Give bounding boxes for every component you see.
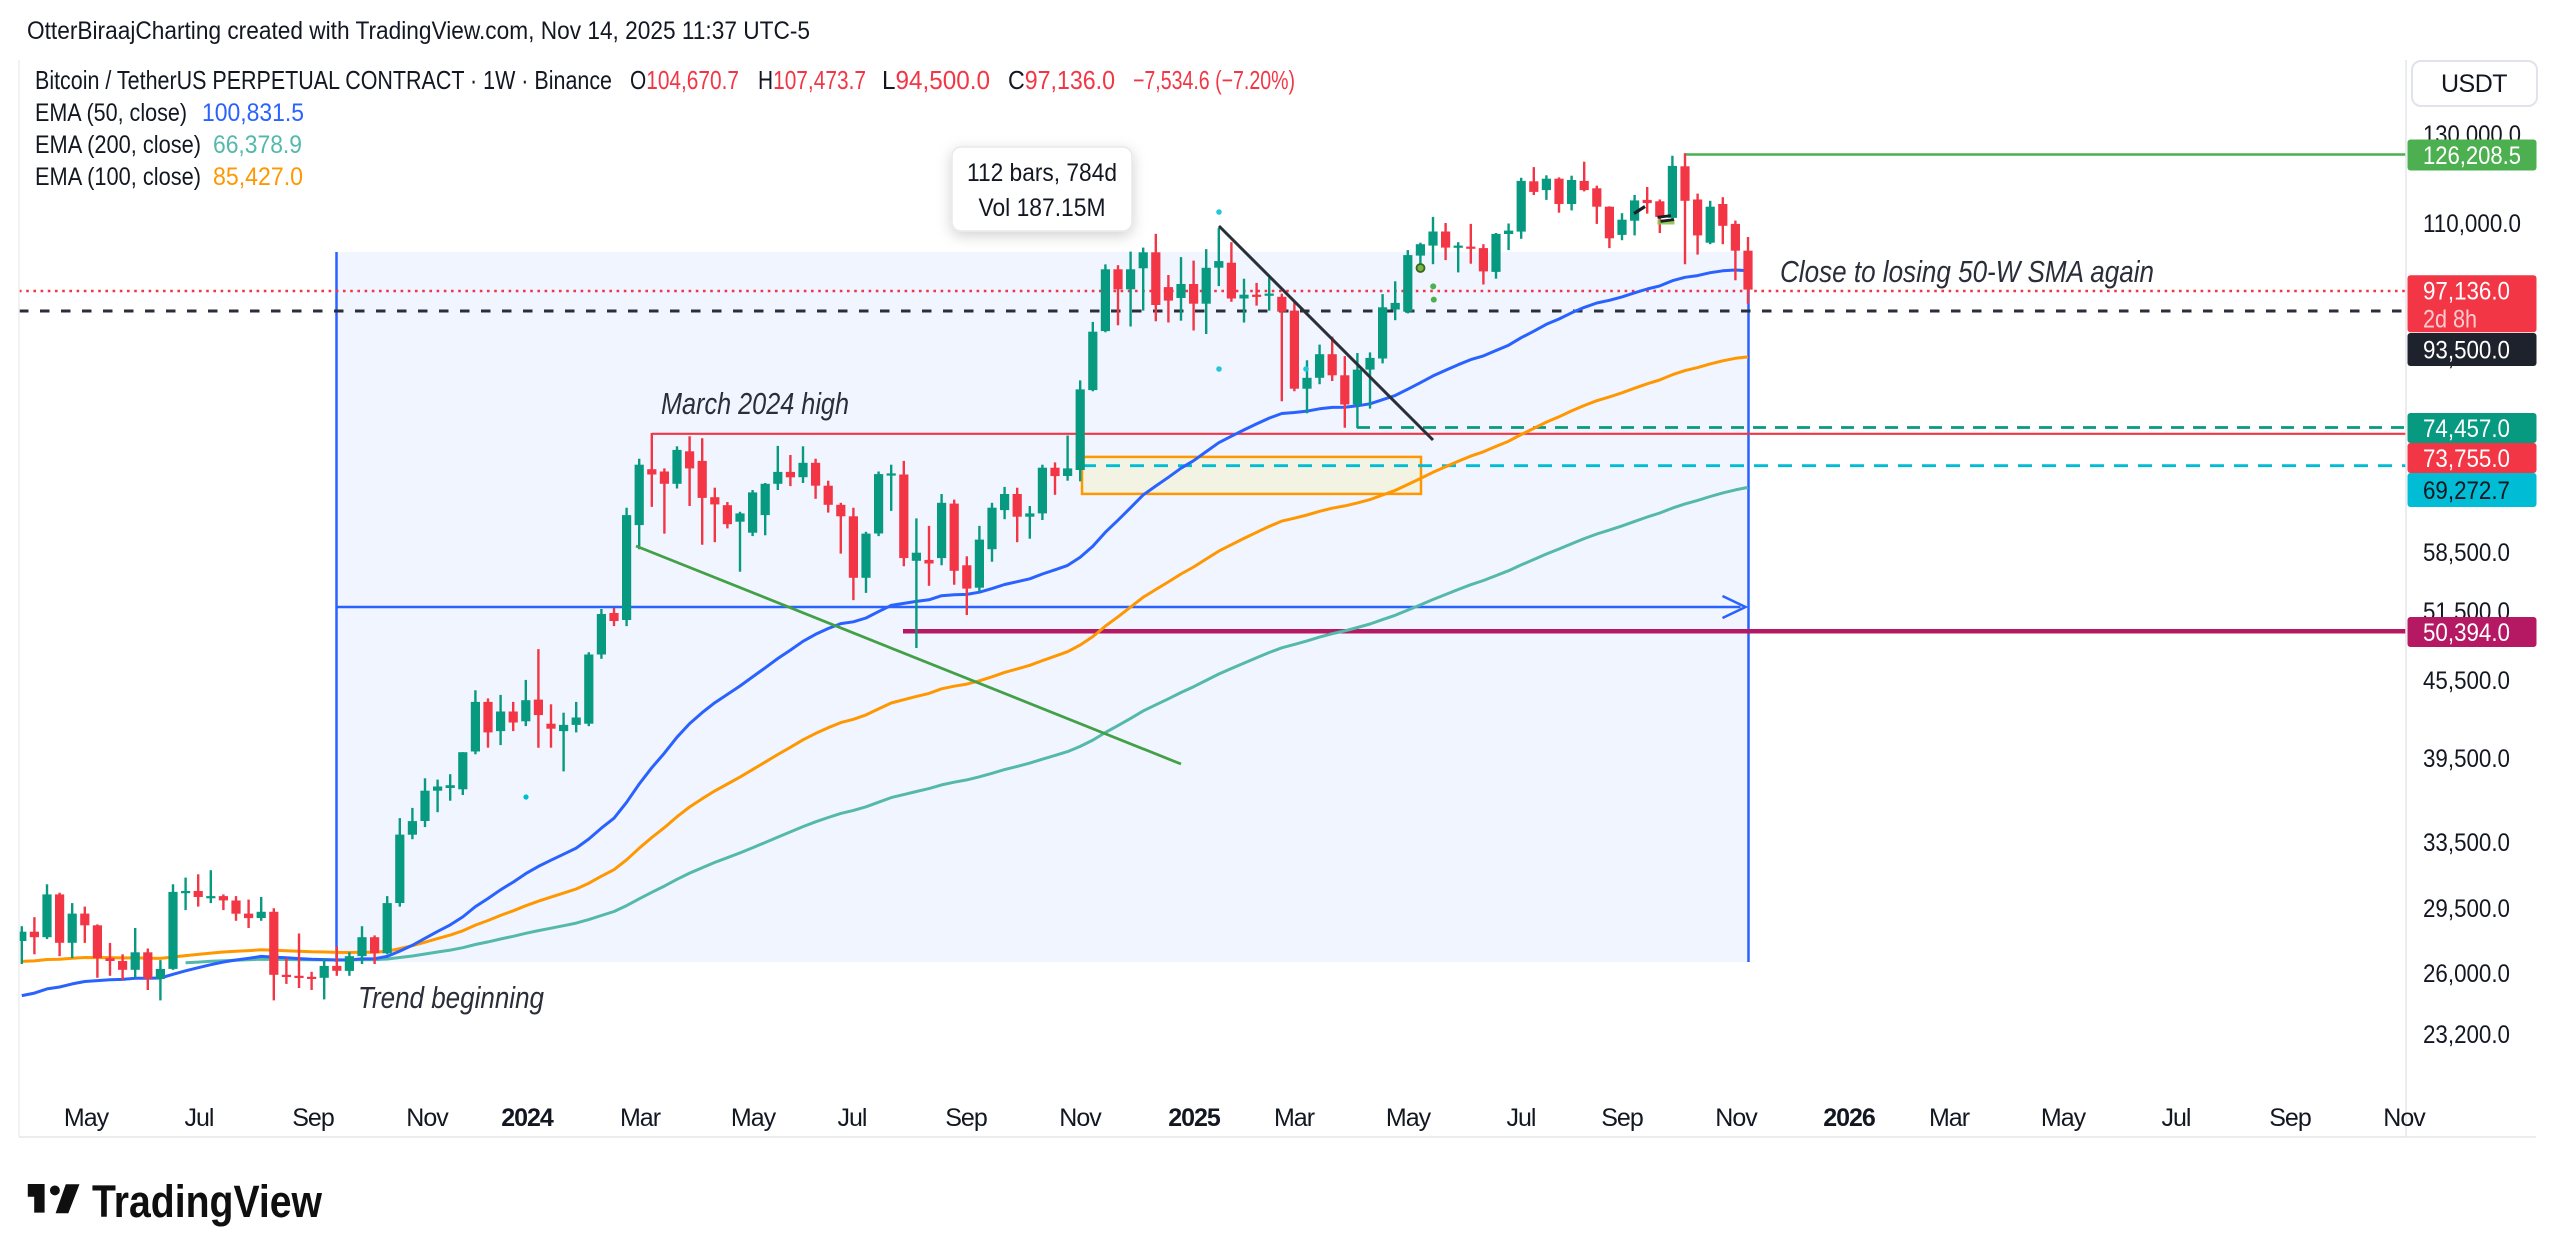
svg-text:29,500.0: 29,500.0	[2423, 895, 2510, 923]
svg-text:May: May	[731, 1104, 777, 1132]
svg-text:112 bars, 784d: 112 bars, 784d	[967, 159, 1117, 187]
svg-text:97,136.0: 97,136.0	[2423, 278, 2510, 306]
svg-text:58,500.0: 58,500.0	[2423, 539, 2510, 567]
svg-text:Nov: Nov	[1715, 1104, 1758, 1132]
svg-text:110,000.0: 110,000.0	[2423, 210, 2521, 238]
svg-text:C97,136.0: C97,136.0	[1008, 65, 1115, 95]
svg-text:L94,500.0: L94,500.0	[882, 65, 990, 95]
svg-text:26,000.0: 26,000.0	[2423, 960, 2510, 988]
svg-text:69,272.7: 69,272.7	[2423, 477, 2510, 505]
svg-text:Sep: Sep	[2269, 1104, 2311, 1132]
svg-text:Nov: Nov	[2383, 1104, 2426, 1132]
svg-text:−7,534.6 (−7.20%): −7,534.6 (−7.20%)	[1133, 65, 1295, 95]
svg-text:Close to losing 50-W SMA again: Close to losing 50-W SMA again	[1780, 254, 2154, 289]
svg-text:2025: 2025	[1168, 1104, 1221, 1132]
svg-text:Vol 187.15M: Vol 187.15M	[979, 194, 1106, 222]
svg-text:March 2024 high: March 2024 high	[661, 386, 849, 421]
svg-text:Jul: Jul	[2162, 1104, 2191, 1132]
svg-text:H107,473.7: H107,473.7	[758, 65, 866, 95]
svg-text:May: May	[1386, 1104, 1432, 1132]
svg-text:May: May	[2041, 1104, 2087, 1132]
svg-text:100,831.5: 100,831.5	[202, 99, 304, 127]
svg-text:Jul: Jul	[838, 1104, 867, 1132]
svg-text:EMA (100, close): EMA (100, close)	[35, 163, 201, 191]
svg-text:USDT: USDT	[2441, 70, 2507, 98]
svg-text:O104,670.7: O104,670.7	[630, 65, 739, 95]
svg-text:EMA (50, close): EMA (50, close)	[35, 99, 187, 127]
svg-text:Sep: Sep	[292, 1104, 334, 1132]
svg-text:TradingView: TradingView	[92, 1176, 323, 1227]
svg-text:Nov: Nov	[406, 1104, 449, 1132]
svg-text:Mar: Mar	[620, 1104, 661, 1132]
svg-text:93,500.0: 93,500.0	[2423, 337, 2510, 365]
svg-text:Sep: Sep	[945, 1104, 987, 1132]
svg-text:45,500.0: 45,500.0	[2423, 667, 2510, 695]
svg-text:Jul: Jul	[185, 1104, 214, 1132]
svg-text:Bitcoin / TetherUS PERPETUAL C: Bitcoin / TetherUS PERPETUAL CONTRACT · …	[35, 65, 612, 95]
svg-text:May: May	[64, 1104, 110, 1132]
svg-text:EMA (200, close): EMA (200, close)	[35, 131, 201, 159]
svg-text:Nov: Nov	[1059, 1104, 1102, 1132]
svg-text:33,500.0: 33,500.0	[2423, 829, 2510, 857]
svg-text:Jul: Jul	[1507, 1104, 1536, 1132]
svg-text:Trend beginning: Trend beginning	[358, 980, 544, 1015]
svg-text:66,378.9: 66,378.9	[213, 131, 302, 159]
svg-text:2d 8h: 2d 8h	[2423, 306, 2477, 334]
svg-text:Sep: Sep	[1601, 1104, 1643, 1132]
svg-text:23,200.0: 23,200.0	[2423, 1021, 2510, 1049]
svg-text:39,500.0: 39,500.0	[2423, 745, 2510, 773]
svg-text:Mar: Mar	[1929, 1104, 1970, 1132]
svg-text:Mar: Mar	[1274, 1104, 1315, 1132]
svg-text:50,394.0: 50,394.0	[2423, 619, 2510, 647]
svg-text:126,208.5: 126,208.5	[2423, 142, 2521, 170]
svg-text:OtterBiraajCharting created wi: OtterBiraajCharting created with Trading…	[27, 17, 810, 45]
svg-text:85,427.0: 85,427.0	[213, 163, 303, 191]
svg-text:74,457.0: 74,457.0	[2423, 415, 2510, 443]
svg-text:2026: 2026	[1823, 1104, 1875, 1132]
svg-text:73,755.0: 73,755.0	[2423, 445, 2510, 473]
svg-text:2024: 2024	[501, 1104, 554, 1132]
